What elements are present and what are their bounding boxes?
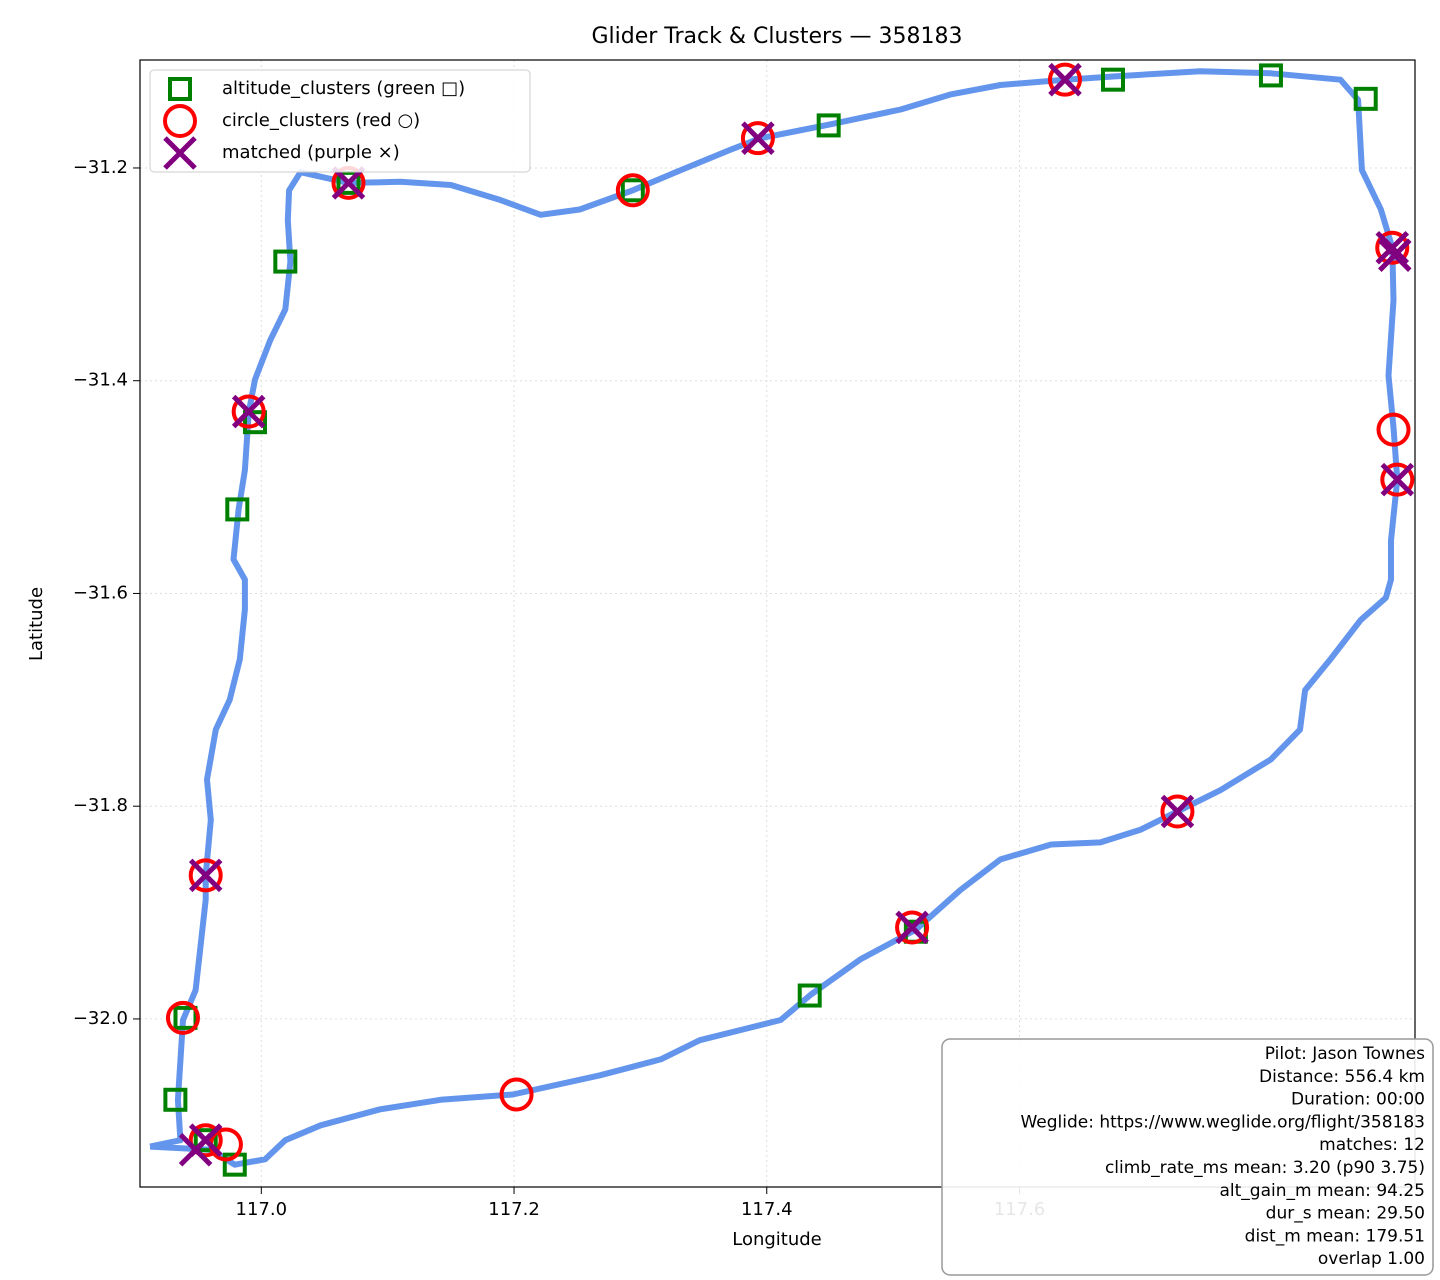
circle-marker [188,1123,223,1158]
circle-marker [895,910,930,945]
info-line: dur_s mean: 29.50 [1266,1204,1425,1224]
square-marker [242,410,267,435]
circle-marker [1047,62,1082,97]
info-line: dist_m mean: 179.51 [1245,1226,1425,1246]
flight-track [149,68,1401,1168]
x-tick-label: 117.4 [741,1199,793,1220]
circle-marker [1380,462,1415,497]
y-tick-label: −31.6 [73,582,128,603]
y-tick-label: −32.0 [73,1008,128,1029]
legend-label: circle_clusters (red ○) [222,110,420,131]
y-tick-label: −31.2 [73,157,128,178]
x-marker [1160,794,1195,829]
x-marker [895,910,929,945]
x-marker [1048,62,1082,97]
circle-marker [1160,794,1195,829]
info-line: matches: 12 [1319,1135,1425,1155]
circle-marker [163,104,197,138]
info-line: Weglide: https://www.weglide.org/flight/… [1020,1112,1425,1132]
circle-marker [1376,412,1411,447]
plot-frame [139,59,1416,1188]
square-marker [1258,63,1283,88]
x-marker [178,1133,213,1167]
square-marker [273,249,298,274]
info-line: Pilot: Jason Townes [1265,1044,1425,1064]
info-line: overlap 1.00 [1318,1249,1425,1269]
y-tick-label: −31.8 [73,795,128,816]
plot [149,62,1415,1177]
circle-marker [188,858,223,893]
y-tick-label: −31.4 [73,370,128,391]
x-marker [163,136,197,170]
square-marker [620,178,645,203]
square-marker [193,1128,218,1153]
x-axis-label: Longitude [732,1229,822,1250]
square-marker [225,497,250,522]
circle-marker [165,1000,200,1035]
x-marker [331,166,366,200]
square-marker [1100,67,1125,92]
square-marker [173,1005,198,1030]
square-marker [168,77,192,101]
x-tick-label: 117.0 [236,1199,288,1220]
square-marker [816,113,841,138]
legend-label: altitude_clusters (green □) [222,78,465,99]
info-line: Distance: 556.4 km [1259,1067,1425,1087]
info-box [941,1038,1434,1276]
circle-marker [499,1077,534,1112]
x-marker [1380,462,1415,497]
info-line: Duration: 00:00 [1291,1090,1425,1110]
x-marker [1375,230,1410,265]
x-marker [741,121,775,155]
x-marker [1378,238,1412,272]
circle-marker [740,121,775,156]
square-marker [1353,86,1378,111]
square-marker [336,170,361,195]
square-marker [163,1087,188,1112]
legend-box [149,69,531,173]
x-marker [231,394,266,429]
legend-label: matched (purple ×) [222,142,400,163]
chart-title: Glider Track & Clusters — 358183 [591,24,962,49]
circle-marker [1375,230,1410,265]
x-tick-label: 117.2 [488,1199,540,1220]
circle-marker [231,394,266,429]
circle-marker [615,173,650,208]
info-line: alt_gain_m mean: 94.25 [1220,1181,1426,1201]
x-marker [188,858,223,893]
info-line: climb_rate_ms mean: 3.20 (p90 3.75) [1105,1158,1425,1178]
y-axis-label: Latitude [26,587,47,661]
square-marker [797,983,822,1008]
